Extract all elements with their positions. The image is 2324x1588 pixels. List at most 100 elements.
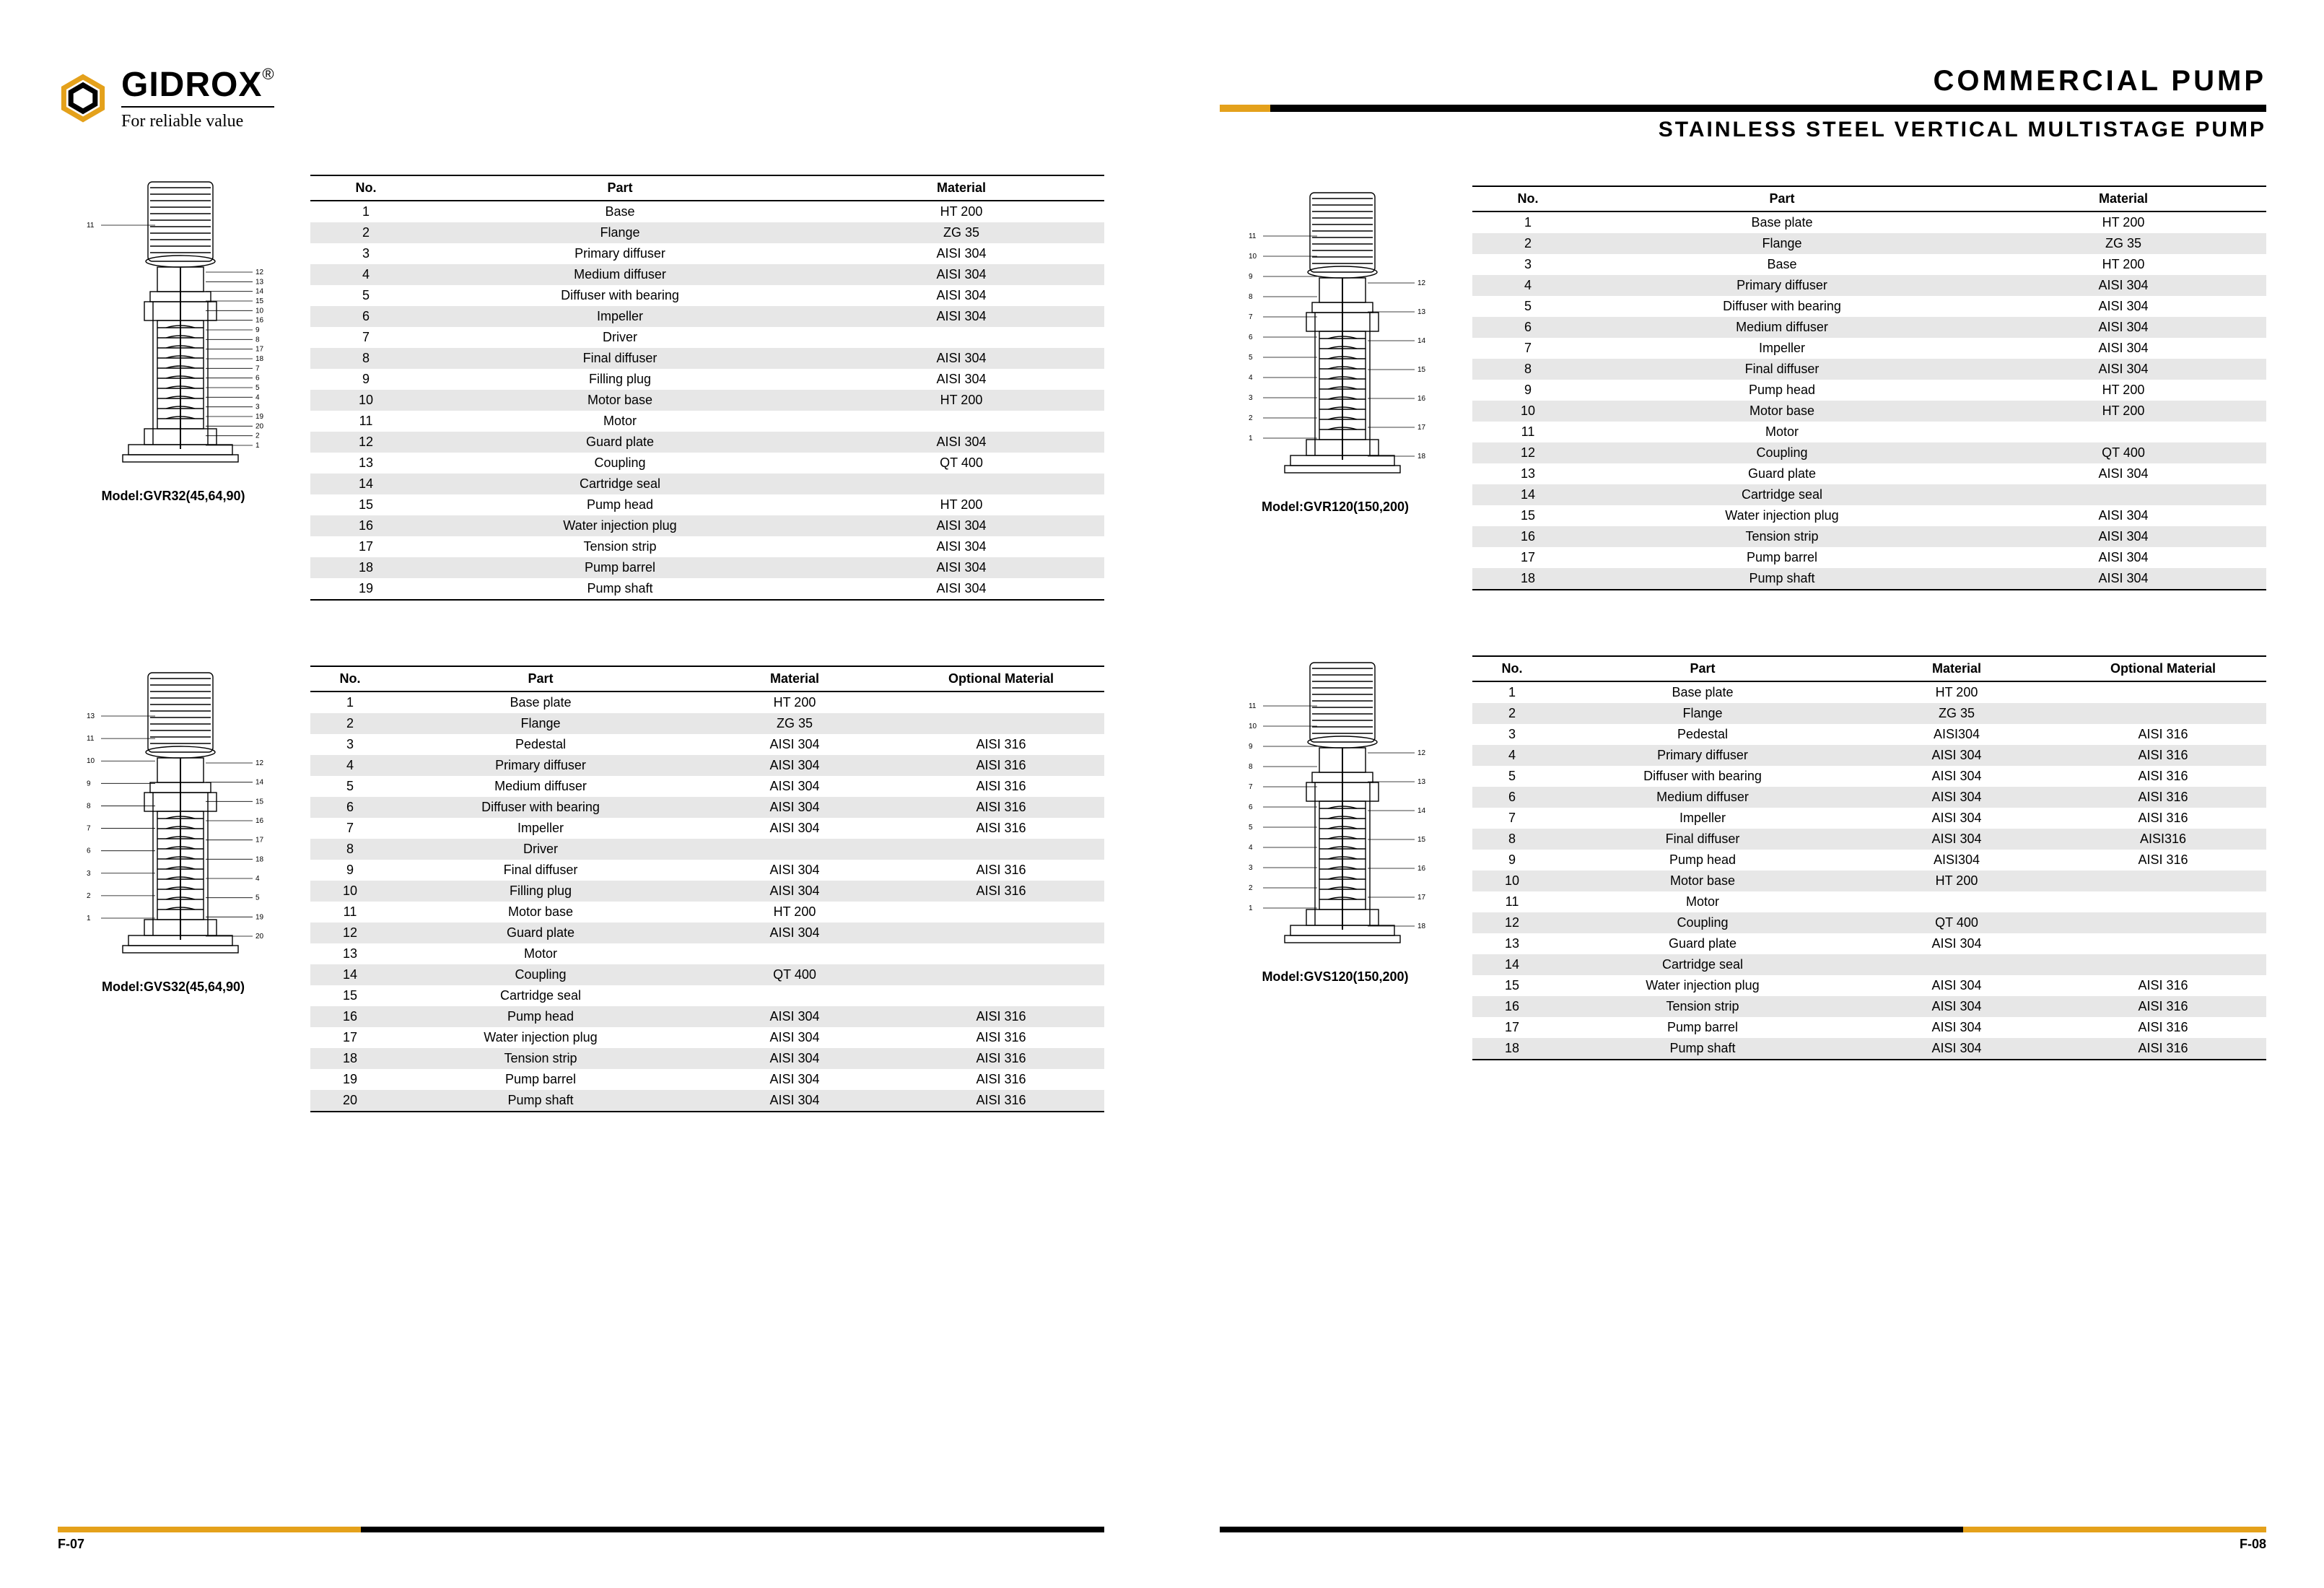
table-row: 18Pump shaftAISI 304 — [1472, 568, 2266, 590]
table-cell: Coupling — [390, 964, 691, 985]
table-cell: AISI 316 — [898, 1090, 1104, 1112]
table-row: 9Filling plugAISI 304 — [310, 369, 1104, 390]
svg-text:10: 10 — [255, 307, 264, 315]
svg-text:5: 5 — [1249, 354, 1253, 362]
table-cell: AISI 304 — [1980, 338, 2266, 359]
table-cell: Flange — [1583, 233, 1980, 254]
table-cell — [2060, 703, 2266, 724]
table-cell: Pump shaft — [1552, 1038, 1853, 1060]
svg-text:5: 5 — [255, 384, 260, 392]
page-header: COMMERCIAL PUMP STAINLESS STEEL VERTICAL… — [1220, 65, 2266, 142]
table-cell: Pedestal — [1552, 724, 1853, 745]
table-cell: AISI 304 — [818, 536, 1104, 557]
table-cell: Final diffuser — [421, 348, 818, 369]
page-number: F-08 — [1220, 1537, 2266, 1552]
svg-text:4: 4 — [1249, 844, 1253, 852]
table-cell: 15 — [1472, 505, 1583, 526]
table-cell: Tension strip — [1552, 996, 1853, 1017]
table-cell: AISI 304 — [1853, 745, 2060, 766]
table-cell: Water injection plug — [1583, 505, 1980, 526]
table-cell: 18 — [1472, 568, 1583, 590]
table-row: 6Diffuser with bearingAISI 304AISI 316 — [310, 797, 1104, 818]
table-cell: AISI 304 — [818, 432, 1104, 453]
column-header: Part — [421, 175, 818, 201]
table-cell: Tension strip — [390, 1048, 691, 1069]
table-cell: Water injection plug — [390, 1027, 691, 1048]
table-cell: Pump shaft — [390, 1090, 691, 1112]
table-cell: Motor — [421, 411, 818, 432]
table-cell: Cartridge seal — [1552, 954, 1853, 975]
model-label: Model:GVR32(45,64,90) — [58, 489, 289, 504]
table-cell: 1 — [310, 692, 390, 713]
svg-text:18: 18 — [1417, 922, 1426, 930]
brand-tagline: For reliable value — [121, 106, 274, 131]
svg-text:1: 1 — [1249, 435, 1253, 442]
table-cell: 18 — [310, 1048, 390, 1069]
table-cell: Medium diffuser — [390, 776, 691, 797]
table-cell: Cartridge seal — [421, 474, 818, 494]
table-cell: Base plate — [1552, 681, 1853, 703]
table-row: 16Water injection plugAISI 304 — [310, 515, 1104, 536]
table-row: 1Base plateHT 200 — [1472, 211, 2266, 233]
table-cell: Water injection plug — [1552, 975, 1853, 996]
table-cell: Final diffuser — [390, 860, 691, 881]
svg-text:1: 1 — [1249, 904, 1253, 912]
table-cell: QT 400 — [818, 453, 1104, 474]
table-row: 19Pump shaftAISI 304 — [310, 578, 1104, 600]
page-footer-left: F-07 — [58, 1527, 1104, 1552]
table-cell — [691, 943, 898, 964]
svg-text:14: 14 — [1417, 337, 1426, 345]
table-cell: Cartridge seal — [390, 985, 691, 1006]
column-header: No. — [1472, 186, 1583, 211]
table-cell: 10 — [1472, 401, 1583, 422]
svg-text:18: 18 — [255, 855, 264, 863]
table-cell: Impeller — [421, 306, 818, 327]
table-cell: HT 200 — [1980, 401, 2266, 422]
table-cell: AISI 304 — [818, 243, 1104, 264]
table-cell: AISI 304 — [818, 369, 1104, 390]
table-cell: HT 200 — [818, 494, 1104, 515]
table-cell: QT 400 — [1980, 442, 2266, 463]
table-row: 6ImpellerAISI 304 — [310, 306, 1104, 327]
table-cell: Coupling — [1552, 912, 1853, 933]
table-cell: 2 — [310, 713, 390, 734]
table-cell: 10 — [310, 881, 390, 902]
table-row: 5Medium diffuserAISI 304AISI 316 — [310, 776, 1104, 797]
table-cell: Pump head — [390, 1006, 691, 1027]
table-cell: Tension strip — [1583, 526, 1980, 547]
pump-diagram: 111098765432112131415161718 — [1220, 655, 1451, 962]
table-row: 4Primary diffuserAISI 304 — [1472, 275, 2266, 296]
svg-text:14: 14 — [255, 779, 264, 787]
table-cell: AISI 316 — [898, 860, 1104, 881]
table-row: 12Guard plateAISI 304 — [310, 432, 1104, 453]
svg-text:8: 8 — [1249, 763, 1253, 771]
table-cell: 9 — [1472, 380, 1583, 401]
table-cell: Driver — [390, 839, 691, 860]
table-row: 17Water injection plugAISI 304AISI 316 — [310, 1027, 1104, 1048]
table-cell: 6 — [1472, 317, 1583, 338]
table-row: 3PedestalAISI304AISI 316 — [1472, 724, 2266, 745]
table-row: 7ImpellerAISI 304AISI 316 — [310, 818, 1104, 839]
table-cell — [898, 985, 1104, 1006]
svg-text:15: 15 — [255, 297, 264, 305]
table-cell: AISI 304 — [818, 348, 1104, 369]
table-cell: AISI 304 — [818, 264, 1104, 285]
table-cell: 7 — [1472, 808, 1552, 829]
table-cell: Guard plate — [421, 432, 818, 453]
section-gvr120: 111098765432112131415161718 Model:GVR120… — [1220, 186, 2266, 590]
table-row: 18Pump barrelAISI 304 — [310, 557, 1104, 578]
table-cell: 8 — [310, 839, 390, 860]
table-cell: QT 400 — [691, 964, 898, 985]
svg-text:11: 11 — [87, 222, 95, 230]
table-cell: Diffuser with bearing — [1552, 766, 1853, 787]
table-cell: AISI 304 — [1980, 275, 2266, 296]
table-cell: 1 — [1472, 681, 1552, 703]
table-cell: AISI 316 — [898, 1069, 1104, 1090]
table-cell: 15 — [310, 985, 390, 1006]
table-cell: 6 — [310, 306, 421, 327]
section-gvs120: 111098765432112131415161718 Model:GVS120… — [1220, 655, 2266, 1060]
column-header: Material — [1853, 656, 2060, 681]
table-cell: HT 200 — [818, 201, 1104, 222]
table-cell: Diffuser with bearing — [1583, 296, 1980, 317]
table-cell: Driver — [421, 327, 818, 348]
